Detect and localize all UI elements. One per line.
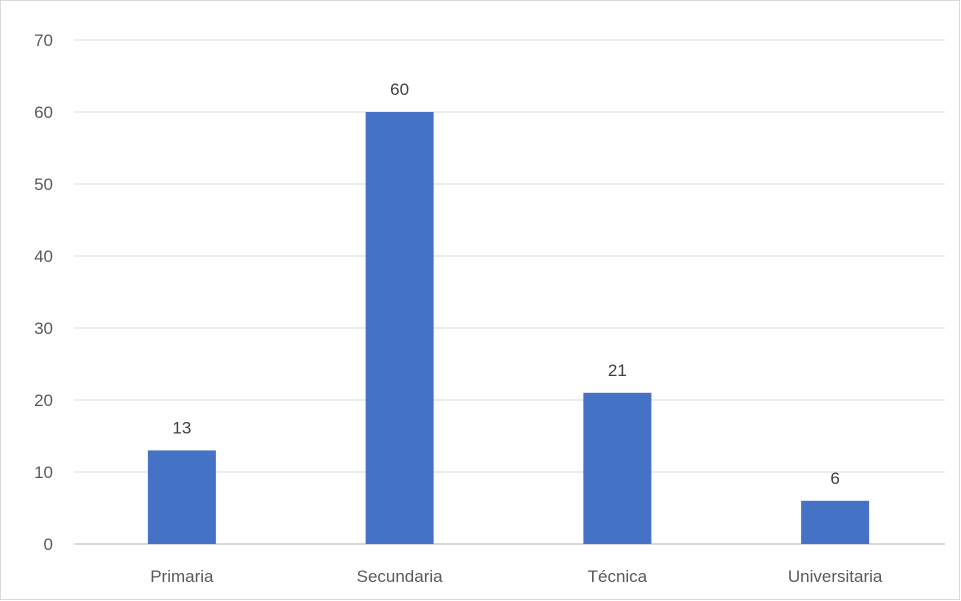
x-category-label: Técnica xyxy=(588,567,648,586)
gridlines xyxy=(74,39,945,545)
y-tick-label: 20 xyxy=(34,391,53,410)
bars xyxy=(147,112,870,544)
x-category-label: Universitaria xyxy=(788,567,883,586)
x-axis-category-labels: Primaria Secundaria Técnica Universitaria xyxy=(150,567,883,586)
data-label: 60 xyxy=(390,80,409,99)
bar-primaria xyxy=(147,450,216,544)
bar-secundaria xyxy=(365,112,434,544)
data-label: 13 xyxy=(172,418,191,437)
y-tick-label: 40 xyxy=(34,247,53,266)
data-label: 6 xyxy=(830,469,839,488)
data-labels: 13 60 21 6 xyxy=(172,80,839,488)
y-tick-label: 70 xyxy=(34,31,53,50)
y-tick-label: 0 xyxy=(44,535,53,554)
y-tick-label: 50 xyxy=(34,175,53,194)
bar-técnica xyxy=(583,392,652,544)
data-label: 21 xyxy=(608,361,627,380)
y-tick-label: 30 xyxy=(34,319,53,338)
y-tick-label: 10 xyxy=(34,463,53,482)
y-tick-label: 60 xyxy=(34,103,53,122)
x-category-label: Primaria xyxy=(150,567,214,586)
bar-universitaria xyxy=(801,500,870,544)
y-axis-tick-labels: 0 10 20 30 40 50 60 70 xyxy=(34,31,53,554)
x-category-label: Secundaria xyxy=(357,567,444,586)
